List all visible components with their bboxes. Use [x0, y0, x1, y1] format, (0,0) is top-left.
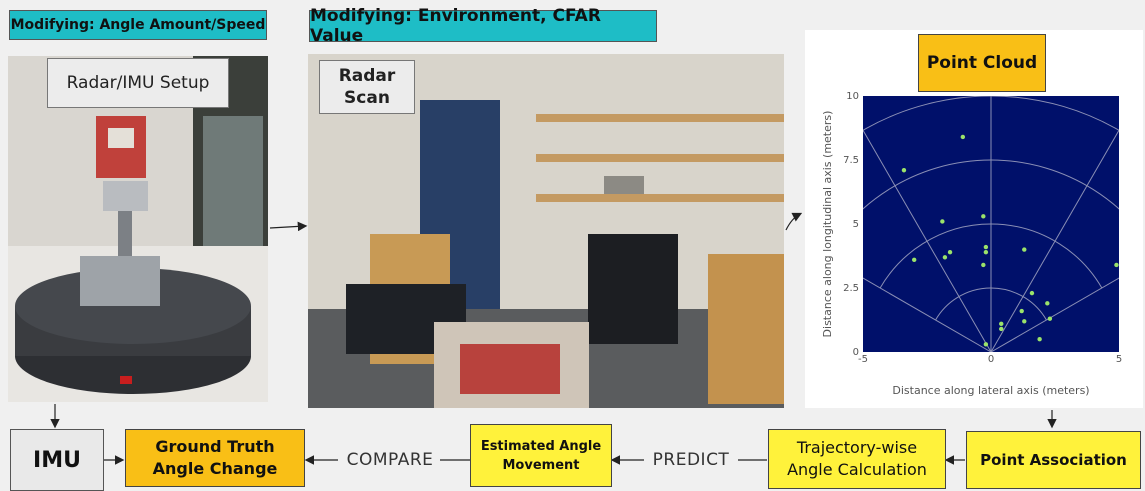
data-point-7: [983, 249, 989, 255]
data-point-4: [947, 249, 953, 255]
scan-label: Radar Scan: [319, 60, 415, 114]
setup-photo: [8, 56, 268, 402]
estimated-angle-box: Estimated Angle Movement: [470, 424, 612, 487]
setup-label: Radar/IMU Setup: [47, 58, 229, 108]
data-point-9: [912, 257, 917, 263]
data-point-8: [981, 262, 986, 268]
point-cloud-panel: -5 0 5 0 2.5 5 7.5 10 Distance along lateral ax…: [805, 30, 1143, 408]
y-tick-label-2: 5: [853, 219, 859, 230]
ground-truth-line2: Angle Change: [152, 459, 278, 478]
azimuth-line-3: [990, 129, 1119, 352]
azimuth-line-4: [990, 277, 1119, 352]
y-axis-label: Distance along longitudinal axis (meters…: [821, 111, 834, 338]
data-point-3: [981, 214, 986, 219]
setup-photo-illustration: [8, 56, 268, 402]
trajectory-box: Trajectory-wise Angle Calculation: [768, 429, 946, 489]
header-angle-amount: Modifying: Angle Amount/Speed: [9, 10, 267, 40]
y-tick-label-3: 7.5: [843, 155, 859, 166]
azimuth-line-0: [863, 277, 992, 352]
data-point-0: [960, 134, 966, 140]
data-point-14: [1019, 308, 1024, 314]
point-association-box: Point Association: [966, 431, 1141, 489]
arrow-setup-to-scan: [269, 221, 308, 232]
x-tick-label-2: 5: [1116, 354, 1122, 365]
ground-truth-line1: Ground Truth: [155, 437, 275, 456]
data-point-15: [1022, 319, 1027, 324]
estimated-line1: Estimated Angle: [480, 438, 602, 454]
imu-box: IMU: [10, 429, 104, 491]
azimuth-line-1: [863, 129, 992, 352]
data-point-13: [1045, 301, 1050, 306]
data-point-1: [901, 168, 907, 173]
data-point-17: [999, 321, 1004, 327]
data-point-12: [1029, 290, 1035, 296]
estimated-line2: Movement: [502, 457, 580, 473]
x-axis-label: Distance along lateral axis (meters): [892, 384, 1089, 397]
data-point-11: [1114, 262, 1119, 268]
ground-truth-box: Ground Truth Angle Change: [125, 429, 305, 487]
y-tick-label-1: 2.5: [843, 283, 859, 294]
x-tick-label-1: 0: [988, 354, 994, 365]
data-point-5: [942, 255, 948, 260]
data-point-16: [1047, 316, 1053, 321]
trajectory-line1: Trajectory-wise: [796, 438, 918, 457]
data-point-6: [983, 244, 989, 250]
x-tick-label-0: -5: [858, 354, 868, 365]
header-environment: Modifying: Environment, CFAR Value: [309, 6, 657, 46]
arrow-scan-to-cloud: [785, 212, 803, 231]
scan-label-line2: Scan: [344, 88, 390, 108]
data-point-2: [940, 219, 945, 224]
data-point-10: [1022, 247, 1027, 252]
point-cloud-title: Point Cloud: [918, 34, 1046, 92]
data-point-20: [983, 342, 989, 347]
predict-label: PREDICT: [652, 450, 730, 470]
y-tick-label-0: 0: [853, 347, 859, 358]
data-point-18: [999, 326, 1004, 332]
trajectory-line2: Angle Calculation: [787, 460, 927, 479]
compare-label: COMPARE: [346, 450, 434, 470]
scan-label-line1: Radar: [338, 66, 396, 86]
data-point-19: [1037, 337, 1042, 342]
point-cloud-chart: -5 0 502.557.510 Distance along lateral ax…: [821, 91, 1122, 397]
y-tick-label-4: 10: [846, 91, 859, 102]
